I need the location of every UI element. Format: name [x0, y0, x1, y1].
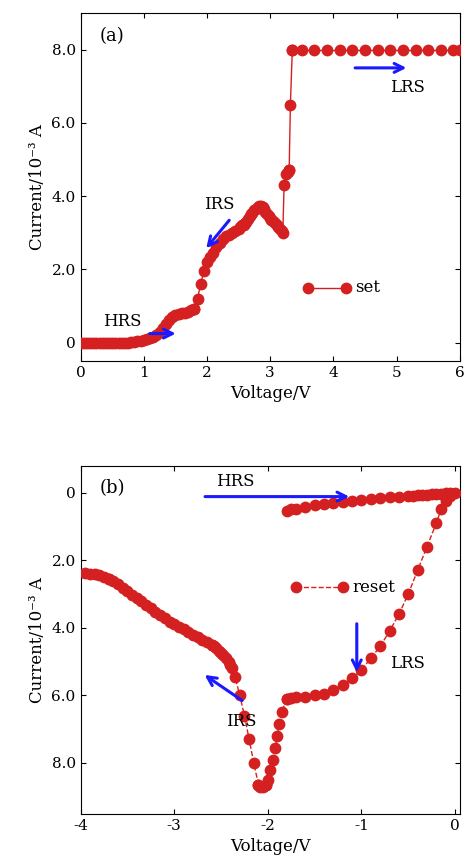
Text: set: set [356, 279, 381, 296]
Text: (a): (a) [100, 27, 124, 45]
Text: LRS: LRS [390, 655, 424, 672]
Text: reset: reset [352, 579, 395, 596]
X-axis label: Voltage/V: Voltage/V [230, 386, 310, 402]
Y-axis label: Current/10⁻³ A: Current/10⁻³ A [29, 124, 46, 250]
Text: HRS: HRS [216, 473, 255, 490]
Text: IRS: IRS [226, 713, 256, 730]
Text: (b): (b) [100, 480, 125, 498]
Y-axis label: Current/10⁻³ A: Current/10⁻³ A [29, 577, 46, 703]
Text: HRS: HRS [103, 313, 141, 331]
X-axis label: Voltage/V: Voltage/V [230, 838, 310, 855]
Text: LRS: LRS [390, 78, 425, 96]
Text: IRS: IRS [204, 196, 234, 213]
